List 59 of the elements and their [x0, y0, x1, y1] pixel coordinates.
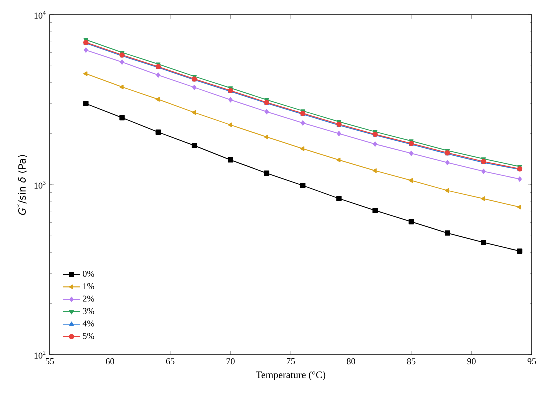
- point: [481, 240, 486, 246]
- point: [120, 84, 124, 90]
- y-tick-label: 10$^{3}$: [34, 181, 46, 189]
- point: [300, 146, 305, 152]
- x-tick-label: 85: [407, 358, 416, 365]
- point: [156, 72, 161, 78]
- point: [517, 248, 523, 254]
- x-tick-label: 55: [46, 358, 54, 364]
- y-tick-label: 10$^{4}$: [34, 11, 46, 19]
- point: [156, 97, 160, 102]
- point: [336, 158, 341, 162]
- legend-label: 0%: [83, 270, 94, 278]
- point: [373, 142, 378, 147]
- point: [337, 131, 342, 136]
- point: [228, 97, 233, 103]
- x-tick-label: 75: [287, 358, 296, 364]
- legend-label: 5%: [83, 333, 94, 340]
- point: [408, 219, 414, 225]
- x-tick-label: 95: [528, 358, 536, 365]
- point: [192, 143, 198, 148]
- point: [300, 120, 306, 126]
- point: [264, 170, 270, 176]
- point: [228, 158, 234, 163]
- x-axis-title: Temperature (°C): [256, 371, 326, 380]
- point: [264, 109, 269, 115]
- y-tick-label: 10$^{2}$: [34, 351, 46, 359]
- legend-label: 4%: [82, 320, 94, 327]
- point: [372, 168, 377, 174]
- legend-label: 2%: [83, 296, 94, 302]
- x-tick-label: 65: [166, 358, 175, 365]
- y-axis-title: G$^{*}$/sin δ (Pa): [17, 155, 28, 216]
- point: [445, 188, 450, 194]
- point: [84, 48, 88, 53]
- point: [156, 130, 162, 135]
- legend-label: 1%: [84, 283, 94, 290]
- point: [446, 160, 450, 166]
- point: [336, 196, 342, 202]
- point: [482, 168, 486, 174]
- point: [264, 134, 268, 140]
- point: [120, 115, 125, 121]
- x-tick-label: 60: [106, 358, 114, 365]
- point: [300, 183, 306, 188]
- x-tick-label: 70: [226, 358, 235, 365]
- legend-label: 3%: [83, 308, 94, 314]
- x-tick-label: 90: [468, 358, 476, 365]
- point: [372, 208, 378, 214]
- point: [518, 176, 522, 182]
- x-tick-label: 80: [347, 358, 356, 365]
- point: [84, 72, 88, 76]
- point: [120, 60, 124, 65]
- point: [445, 230, 450, 236]
- point: [481, 196, 486, 202]
- point: [192, 110, 196, 116]
- point: [84, 101, 89, 107]
- point: [517, 204, 522, 210]
- point: [228, 122, 232, 128]
- point: [408, 178, 414, 184]
- point: [192, 84, 197, 90]
- point: [409, 150, 414, 156]
